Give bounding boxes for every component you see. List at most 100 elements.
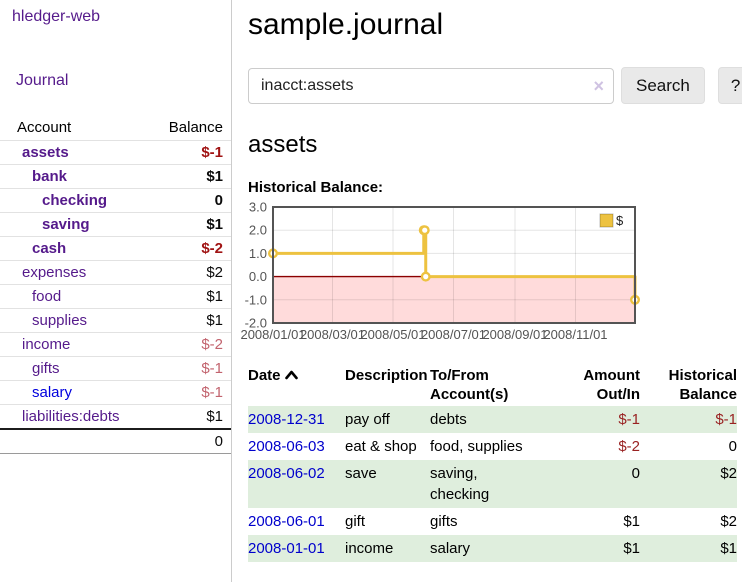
transaction-balance: 0 (728, 438, 737, 455)
account-row: supplies $1 (0, 308, 231, 333)
transaction-date-link[interactable]: 2008-06-01 (248, 513, 325, 530)
svg-text:2008/11/01: 2008/11/01 (543, 327, 607, 342)
search-field-wrap: × (248, 67, 614, 104)
svg-text:$: $ (616, 213, 624, 228)
svg-text:-1.0: -1.0 (245, 292, 267, 307)
col-description: Description (345, 367, 428, 384)
accounts-total-row: 0 (0, 428, 231, 454)
transaction-description: save (345, 465, 377, 482)
register-row: 2008-06-02 save saving, checking 0 $2 (248, 460, 737, 508)
sort-asc-icon (284, 366, 298, 385)
account-link[interactable]: bank (32, 168, 68, 185)
balance-chart: $3.0 2.0 1.0 0.0 -1.0 -2.0 2008/01/01 2008/03/0… (241, 202, 737, 344)
page-title: sample.journal (248, 8, 444, 41)
search-input[interactable] (248, 67, 614, 104)
search-button[interactable]: Search (621, 67, 705, 104)
accounts-header-row: Account Balance (0, 116, 231, 141)
account-link[interactable]: expenses (22, 264, 87, 281)
transaction-amount: 0 (631, 465, 640, 482)
account-balance: $1 (151, 404, 231, 429)
col-date[interactable]: Date (248, 364, 345, 406)
account-link[interactable]: supplies (32, 312, 88, 329)
account-link[interactable]: salary (32, 384, 73, 401)
transaction-accounts: food, supplies (430, 438, 523, 455)
account-row: assets $-1 (0, 140, 231, 165)
accounts-col-account: Account (17, 119, 72, 136)
account-row: bank $1 (0, 164, 231, 189)
accounts-col-balance: Balance (168, 119, 223, 136)
transaction-balance: $2 (720, 513, 737, 530)
account-link[interactable]: gifts (32, 360, 60, 377)
chart-title: Historical Balance: (248, 179, 384, 196)
transaction-description: gift (345, 513, 366, 530)
account-row: saving $1 (0, 212, 231, 237)
account-heading: assets (248, 131, 318, 158)
transaction-description: income (345, 540, 394, 557)
register-table: Date Description To/From Account(s) Amou… (248, 364, 737, 562)
account-balance: 0 (151, 188, 231, 213)
account-balance: $1 (151, 284, 231, 309)
sidebar-item-journal[interactable]: Journal (16, 72, 69, 89)
account-balance: $2 (151, 260, 231, 285)
svg-text:2.0: 2.0 (249, 223, 267, 238)
transaction-description: eat & shop (345, 438, 417, 455)
transaction-amount: $-1 (618, 411, 640, 428)
account-row: liabilities:debts $1 (0, 404, 231, 429)
account-row: income $-2 (0, 332, 231, 357)
transaction-date-link[interactable]: 2008-06-02 (248, 465, 325, 482)
account-link[interactable]: cash (32, 240, 67, 257)
col-tofrom-accounts: To/From Account(s) (430, 367, 509, 403)
account-row: gifts $-1 (0, 356, 231, 381)
transaction-balance: $2 (720, 465, 737, 482)
account-balance: $1 (151, 308, 231, 333)
transaction-accounts: gifts (430, 513, 458, 530)
main-content: sample.journal × Search ? assets Histori… (233, 0, 742, 562)
col-historical-balance: Historical Balance (668, 367, 737, 403)
clear-search-icon[interactable]: × (593, 75, 604, 96)
svg-text:2008/09/01: 2008/09/01 (482, 327, 547, 342)
nav: Journal (0, 72, 231, 90)
accounts-total-balance: 0 (151, 428, 231, 454)
transaction-accounts: saving, checking (430, 465, 490, 503)
account-link[interactable]: income (22, 336, 71, 353)
transaction-date-link[interactable]: 2008-06-03 (248, 438, 325, 455)
balance-chart-svg: $3.0 2.0 1.0 0.0 -1.0 -2.02008/01/012008/03/0… (241, 202, 641, 342)
account-balance: $-2 (151, 332, 231, 357)
svg-text:0.0: 0.0 (249, 269, 267, 284)
account-link[interactable]: liabilities:debts (22, 408, 120, 425)
svg-text:2008/03/01: 2008/03/01 (300, 327, 365, 342)
account-balance: $-1 (151, 140, 231, 165)
register-row: 2008-12-31 pay off debts $-1 $-1 (248, 406, 737, 433)
app-brand: hledger-web (0, 8, 231, 26)
brand-link[interactable]: hledger-web (12, 8, 101, 25)
transaction-amount: $1 (623, 513, 640, 530)
account-row: checking 0 (0, 188, 231, 213)
account-link[interactable]: saving (42, 216, 90, 233)
register-row: 2008-06-01 gift gifts $1 $2 (248, 508, 737, 535)
svg-text:3.0: 3.0 (249, 202, 267, 215)
svg-text:2008/07/01: 2008/07/01 (421, 327, 486, 342)
transaction-accounts: debts (430, 411, 467, 428)
transaction-amount: $-2 (618, 438, 640, 455)
col-amount: Amount Out/In (583, 367, 640, 403)
register-row: 2008-06-03 eat & shop food, supplies $-2 0 (248, 433, 737, 460)
account-link[interactable]: assets (22, 144, 69, 161)
svg-text:1.0: 1.0 (249, 246, 267, 261)
account-row: salary $-1 (0, 380, 231, 405)
transaction-date-link[interactable]: 2008-01-01 (248, 540, 325, 557)
help-button[interactable]: ? (717, 67, 742, 104)
account-link[interactable]: food (32, 288, 62, 305)
account-balance: $-1 (151, 380, 231, 405)
register-row: 2008-01-01 income salary $1 $1 (248, 535, 737, 562)
account-link[interactable]: checking (42, 192, 108, 209)
transaction-balance: $-1 (715, 411, 737, 428)
transaction-date-link[interactable]: 2008-12-31 (248, 411, 325, 428)
account-balance: $1 (151, 212, 231, 237)
svg-text:-2.0: -2.0 (245, 316, 267, 331)
account-row: food $1 (0, 284, 231, 309)
svg-text:2008/05/01: 2008/05/01 (360, 327, 425, 342)
account-balance: $-1 (151, 356, 231, 381)
accounts-table: Account Balance assets $-1 bank $1 checking 0… (0, 116, 231, 454)
account-balance: $-2 (151, 236, 231, 261)
register-header-row: Date Description To/From Account(s) Amou… (248, 364, 737, 406)
